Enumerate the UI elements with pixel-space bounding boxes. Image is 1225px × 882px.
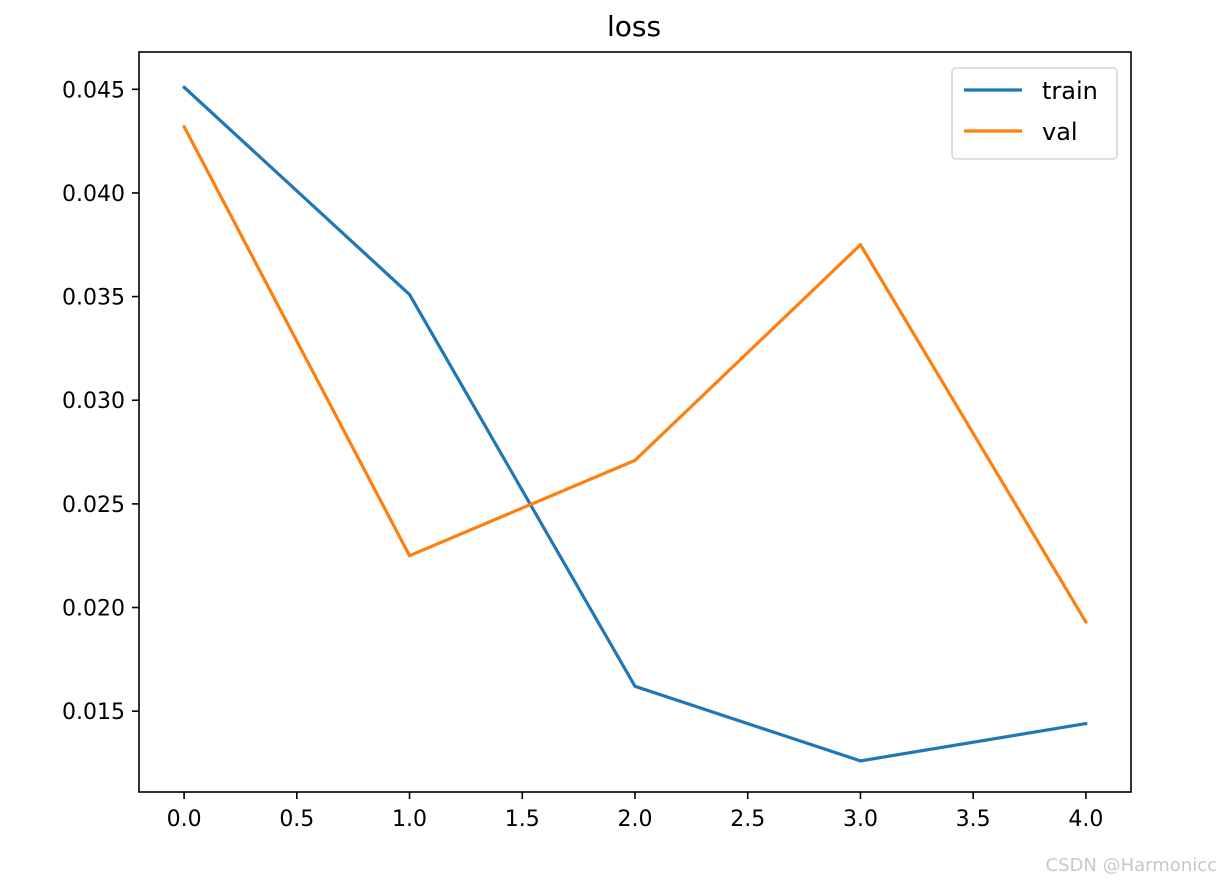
x-tick-label: 0.0 (167, 807, 202, 832)
x-tick-label: 3.5 (956, 807, 991, 832)
data-point-val (858, 243, 863, 247)
y-tick-label: 0.025 (62, 493, 125, 518)
data-point-train (633, 684, 637, 688)
plot-frame (138, 51, 1132, 793)
x-axis: 0.0 0.5 1.0 1.5 2.0 2.5 3.0 3.5 4.0 (167, 792, 1103, 832)
data-point-train (1084, 721, 1088, 726)
y-tick-label: 0.015 (62, 700, 125, 725)
x-tick-label: 2.5 (730, 807, 765, 832)
y-tick-label: 0.040 (62, 182, 125, 207)
plot-area (138, 51, 1132, 793)
legend-label-val: val (1042, 118, 1078, 146)
series-group (182, 85, 1088, 763)
watermark: CSDN @Harmonicc (1045, 855, 1217, 876)
x-tick-label: 3.0 (843, 807, 878, 832)
chart-title: loss (607, 10, 661, 43)
legend-label-train: train (1042, 77, 1098, 105)
y-tick-label: 0.020 (62, 597, 125, 622)
data-point-train (182, 85, 186, 89)
data-point-val (182, 125, 186, 129)
data-point-train (407, 292, 412, 297)
data-point-val (633, 458, 637, 462)
series-line-train (183, 86, 1087, 763)
y-tick-label: 0.030 (62, 389, 125, 414)
x-tick-label: 4.0 (1068, 807, 1103, 832)
data-point-train (858, 759, 863, 763)
y-axis: 0.015 0.020 0.025 0.030 0.035 0.040 0.045 (62, 78, 139, 725)
x-tick-label: 1.5 (505, 807, 540, 832)
data-point-val (407, 554, 412, 558)
legend: train val (951, 67, 1118, 160)
y-tick-label: 0.035 (62, 286, 125, 311)
x-tick-label: 2.0 (618, 807, 653, 832)
x-tick-label: 1.0 (392, 807, 427, 832)
data-point-val (1084, 620, 1088, 624)
series-line-val (182, 125, 1088, 623)
x-tick-label: 0.5 (279, 807, 314, 832)
y-tick-label: 0.045 (62, 78, 125, 103)
